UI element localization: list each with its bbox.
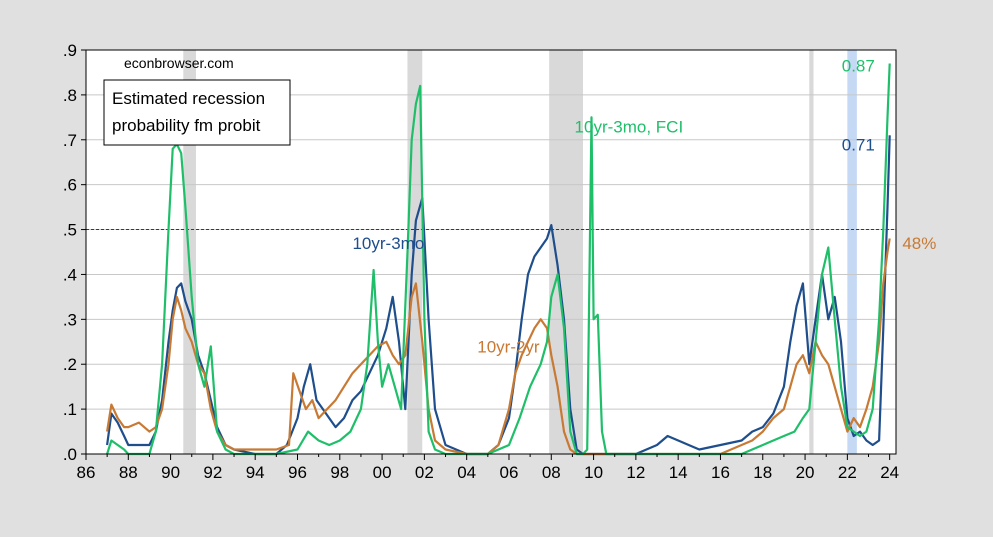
y-tick-label-6: .6: [63, 176, 77, 195]
tick-labels: 86 88 90 92 94 96 98 00 02 04 06 08 10 12 14 16 18 20 22 24…: [63, 41, 899, 482]
annotation-1: 10yr-2yr: [477, 337, 540, 356]
y-tick-label-7: .7: [63, 131, 77, 150]
annotations: 10yr-3mo 10yr-2yr 10yr-3mo, FCI 0.87 0.71 48%: [352, 57, 936, 357]
x-tick-label-14: 14: [669, 463, 688, 482]
title-box-line-1: Estimated recession: [112, 89, 265, 108]
projection-band: [847, 50, 857, 454]
annotation-3: 0.87: [842, 57, 875, 76]
x-tick-label-19: 24: [880, 463, 899, 482]
x-tick-label-11: 08: [542, 463, 561, 482]
annotation-0: 10yr-3mo: [352, 234, 424, 253]
title-box-line-2: probability fm probit: [112, 116, 261, 135]
x-tick-label-10: 06: [500, 463, 519, 482]
plot-frame: [85, 49, 897, 455]
x-tick-label-1: 88: [119, 463, 138, 482]
y-tick-label-2: .2: [63, 355, 77, 374]
recession-band-2: [549, 50, 583, 454]
axis-ticks: [81, 49, 891, 460]
x-tick-label-4: 94: [246, 463, 265, 482]
annotation-4: 0.71: [842, 135, 875, 154]
annotation-5: 48%: [902, 234, 936, 253]
y-tick-label-4: .4: [63, 265, 77, 284]
y-tick-label-1: .1: [63, 400, 77, 419]
y-tick-label-3: .3: [63, 310, 77, 329]
x-tick-label-5: 96: [288, 463, 307, 482]
x-tick-label-7: 00: [373, 463, 392, 482]
title-box: Estimated recession probability fm probi…: [103, 79, 291, 146]
x-tick-label-12: 10: [584, 463, 603, 482]
y-tick-label-9: .9: [63, 41, 77, 60]
title-box-frame: [103, 79, 291, 146]
x-tick-label-6: 98: [330, 463, 349, 482]
x-tick-label-3: 92: [203, 463, 222, 482]
x-tick-label-0: 86: [77, 463, 96, 482]
x-tick-label-18: 22: [838, 463, 857, 482]
x-tick-label-2: 90: [161, 463, 180, 482]
y-tick-label-8: .8: [63, 86, 77, 105]
x-tick-label-17: 20: [796, 463, 815, 482]
x-tick-label-15: 16: [711, 463, 730, 482]
x-tick-label-9: 04: [457, 463, 476, 482]
watermark-text: econbrowser.com: [124, 55, 234, 71]
x-tick-label-13: 12: [626, 463, 645, 482]
recession-band-3: [809, 50, 814, 454]
x-tick-label-8: 02: [415, 463, 434, 482]
y-tick-label-5: .5: [63, 221, 77, 240]
x-tick-label-16: 18: [753, 463, 772, 482]
y-tick-label-0: .0: [63, 445, 77, 464]
annotation-2: 10yr-3mo, FCI: [575, 117, 684, 136]
